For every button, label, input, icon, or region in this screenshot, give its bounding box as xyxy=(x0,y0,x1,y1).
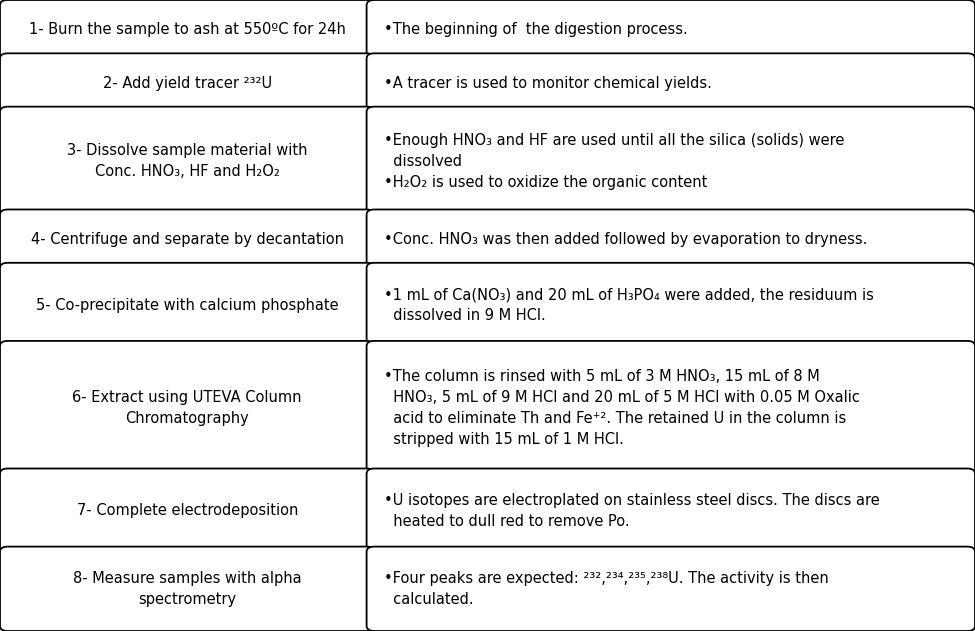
FancyBboxPatch shape xyxy=(367,263,975,347)
FancyBboxPatch shape xyxy=(367,469,975,553)
FancyBboxPatch shape xyxy=(0,546,374,631)
Text: •The beginning of  the digestion process.: •The beginning of the digestion process. xyxy=(384,22,688,37)
FancyBboxPatch shape xyxy=(0,54,374,113)
FancyBboxPatch shape xyxy=(367,0,975,60)
Text: •A tracer is used to monitor chemical yields.: •A tracer is used to monitor chemical yi… xyxy=(384,76,712,91)
FancyBboxPatch shape xyxy=(0,341,374,475)
Text: •The column is rinsed with 5 mL of 3 M HNO₃, 15 mL of 8 M
  HNO₃, 5 mL of 9 M HC: •The column is rinsed with 5 mL of 3 M H… xyxy=(384,369,860,447)
Text: 1- Burn the sample to ash at 550ºC for 24h: 1- Burn the sample to ash at 550ºC for 2… xyxy=(29,22,346,37)
FancyBboxPatch shape xyxy=(0,209,374,269)
Text: 3- Dissolve sample material with
Conc. HNO₃, HF and H₂O₂: 3- Dissolve sample material with Conc. H… xyxy=(67,143,307,179)
FancyBboxPatch shape xyxy=(367,107,975,216)
Text: 6- Extract using UTEVA Column
Chromatography: 6- Extract using UTEVA Column Chromatogr… xyxy=(72,390,302,426)
Text: •U isotopes are electroplated on stainless steel discs. The discs are
  heated t: •U isotopes are electroplated on stainle… xyxy=(384,493,879,529)
Text: •Conc. HNO₃ was then added followed by evaporation to dryness.: •Conc. HNO₃ was then added followed by e… xyxy=(384,232,868,247)
FancyBboxPatch shape xyxy=(0,0,374,60)
Text: 4- Centrifuge and separate by decantation: 4- Centrifuge and separate by decantatio… xyxy=(30,232,344,247)
FancyBboxPatch shape xyxy=(367,54,975,113)
FancyBboxPatch shape xyxy=(0,263,374,347)
Text: •Enough HNO₃ and HF are used until all the silica (solids) were
  dissolved
•H₂O: •Enough HNO₃ and HF are used until all t… xyxy=(384,133,844,190)
Text: •Four peaks are expected: ²³²,²³⁴,²³⁵,²³⁸U. The activity is then
  calculated.: •Four peaks are expected: ²³²,²³⁴,²³⁵,²³… xyxy=(384,571,829,607)
Text: 5- Co-precipitate with calcium phosphate: 5- Co-precipitate with calcium phosphate xyxy=(36,297,338,312)
FancyBboxPatch shape xyxy=(0,469,374,553)
FancyBboxPatch shape xyxy=(367,209,975,269)
FancyBboxPatch shape xyxy=(0,107,374,216)
Text: 7- Complete electrodeposition: 7- Complete electrodeposition xyxy=(76,503,298,518)
Text: 8- Measure samples with alpha
spectrometry: 8- Measure samples with alpha spectromet… xyxy=(73,571,301,607)
FancyBboxPatch shape xyxy=(367,546,975,631)
Text: •1 mL of Ca(NO₃) and 20 mL of H₃PO₄ were added, the residuum is
  dissolved in 9: •1 mL of Ca(NO₃) and 20 mL of H₃PO₄ were… xyxy=(384,287,874,323)
FancyBboxPatch shape xyxy=(367,341,975,475)
Text: 2- Add yield tracer ²³²U: 2- Add yield tracer ²³²U xyxy=(102,76,272,91)
